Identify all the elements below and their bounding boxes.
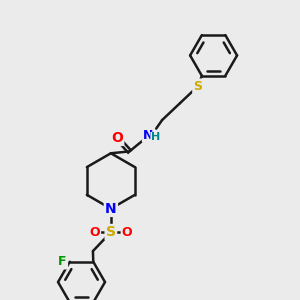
Text: N: N — [105, 202, 117, 216]
Text: F: F — [58, 255, 67, 268]
Text: S: S — [106, 225, 116, 239]
Text: O: O — [122, 226, 133, 239]
Text: O: O — [111, 131, 123, 145]
Text: S: S — [194, 80, 202, 93]
Text: O: O — [89, 226, 100, 239]
Text: H: H — [151, 132, 160, 142]
Text: N: N — [143, 129, 153, 142]
